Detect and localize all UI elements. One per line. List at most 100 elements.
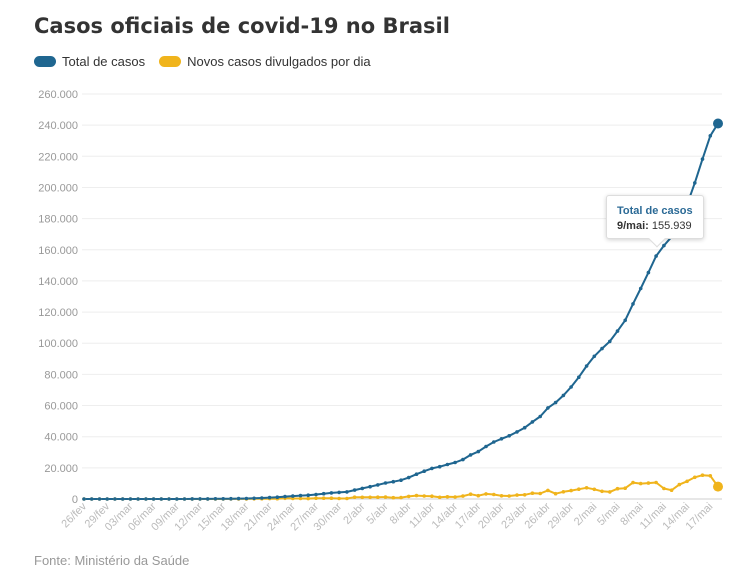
data-point-total[interactable] [337,490,341,495]
data-point-novos[interactable] [677,482,682,487]
data-point-novos[interactable] [631,480,635,485]
data-point-total[interactable] [267,495,272,500]
data-point-total[interactable] [314,492,318,497]
data-point-total[interactable] [406,475,411,480]
data-point-novos[interactable] [600,489,604,494]
data-point-novos[interactable] [693,475,697,480]
data-point-novos[interactable] [298,496,303,501]
data-point-total[interactable] [414,472,419,477]
data-point-novos[interactable] [515,493,519,497]
data-point-total[interactable] [515,430,519,434]
data-point-total[interactable] [476,449,481,454]
legend-item-novos[interactable]: Novos casos divulgados por dia [159,54,371,69]
data-point-total[interactable] [492,440,496,444]
data-point-total[interactable] [151,497,156,501]
data-point-novos[interactable] [368,495,372,500]
data-point-total[interactable] [693,181,697,185]
data-point-novos[interactable] [352,495,357,500]
data-point-novos[interactable] [654,480,658,485]
data-point-novos[interactable] [492,492,496,497]
data-point-novos[interactable] [422,494,427,498]
data-point-total[interactable] [592,354,597,359]
data-point-total[interactable] [182,497,187,501]
data-point-novos[interactable] [391,495,396,500]
data-point-total[interactable] [708,134,713,138]
data-point-novos[interactable] [376,495,380,500]
data-point-total[interactable] [244,496,249,501]
data-point-total[interactable] [120,497,125,501]
data-point-novos[interactable] [669,488,674,493]
data-point-total[interactable] [236,496,241,501]
data-point-total[interactable] [569,385,573,389]
data-point-novos[interactable] [414,493,419,498]
data-point-novos[interactable] [615,486,620,491]
data-point-total[interactable] [631,302,635,306]
data-point-novos[interactable] [484,492,488,496]
data-point-novos[interactable] [337,496,341,501]
data-point-total[interactable] [213,497,218,501]
data-point-novos[interactable] [406,494,411,499]
data-point-total[interactable] [507,434,512,438]
data-point-total[interactable] [144,497,148,501]
data-point-novos[interactable] [453,495,457,499]
data-point-total[interactable] [538,414,542,419]
data-point-novos[interactable] [383,495,388,499]
data-point-novos[interactable] [538,491,542,496]
data-point-total[interactable] [283,494,287,499]
data-point-novos[interactable] [553,491,558,496]
data-point-total[interactable] [561,393,566,398]
data-point-total[interactable] [584,364,589,368]
data-point-novos[interactable] [577,487,581,492]
data-point-total[interactable] [167,497,171,501]
data-point-novos[interactable] [430,494,434,499]
data-point-novos[interactable] [329,496,334,501]
data-point-total[interactable] [229,496,233,501]
data-point-novos[interactable] [561,490,566,494]
data-point-total[interactable] [376,483,380,487]
data-point-novos[interactable] [646,481,651,485]
data-point-total[interactable] [430,466,434,471]
data-point-total[interactable] [608,339,612,344]
data-point-total[interactable] [615,329,620,333]
data-point-total[interactable] [553,400,558,405]
data-point-total[interactable] [638,286,643,291]
data-point-total[interactable] [577,375,581,380]
data-point-novos[interactable] [476,493,481,498]
data-point-novos[interactable] [499,494,504,498]
data-point-novos[interactable] [437,495,442,500]
data-point-total[interactable] [97,497,102,501]
data-point-novos[interactable] [592,487,597,492]
data-point-novos[interactable] [569,488,573,493]
data-point-novos[interactable] [708,474,713,478]
data-point-total[interactable] [136,497,140,501]
data-point-novos[interactable] [360,495,365,500]
data-point-total[interactable] [291,494,295,498]
data-point-total[interactable] [198,497,202,501]
data-point-total[interactable] [175,497,179,501]
data-point-total[interactable] [399,478,403,483]
data-point-total[interactable] [89,497,94,501]
data-point-novos[interactable] [399,495,403,500]
data-point-total[interactable] [654,254,658,258]
data-point-total[interactable] [306,493,311,498]
data-point-total[interactable] [82,497,86,501]
data-point-novos[interactable] [608,490,612,494]
data-point-total[interactable] [530,420,535,424]
data-point-total[interactable] [329,491,334,495]
data-point-total[interactable] [453,460,457,465]
data-point-total[interactable] [105,497,109,501]
data-point-total[interactable] [321,491,326,496]
data-point-total[interactable] [383,481,388,485]
data-point-novos[interactable] [345,496,349,501]
data-point-novos[interactable] [468,492,473,497]
data-point-total[interactable] [360,486,365,491]
data-point-novos[interactable] [662,486,666,491]
data-point-novos[interactable] [306,496,311,501]
data-point-novos[interactable] [623,486,627,491]
data-point-total[interactable] [159,497,164,501]
data-point-total[interactable] [422,469,427,474]
data-point-total[interactable] [499,437,504,441]
data-point-total[interactable] [221,497,225,501]
data-point-total[interactable] [445,462,450,467]
